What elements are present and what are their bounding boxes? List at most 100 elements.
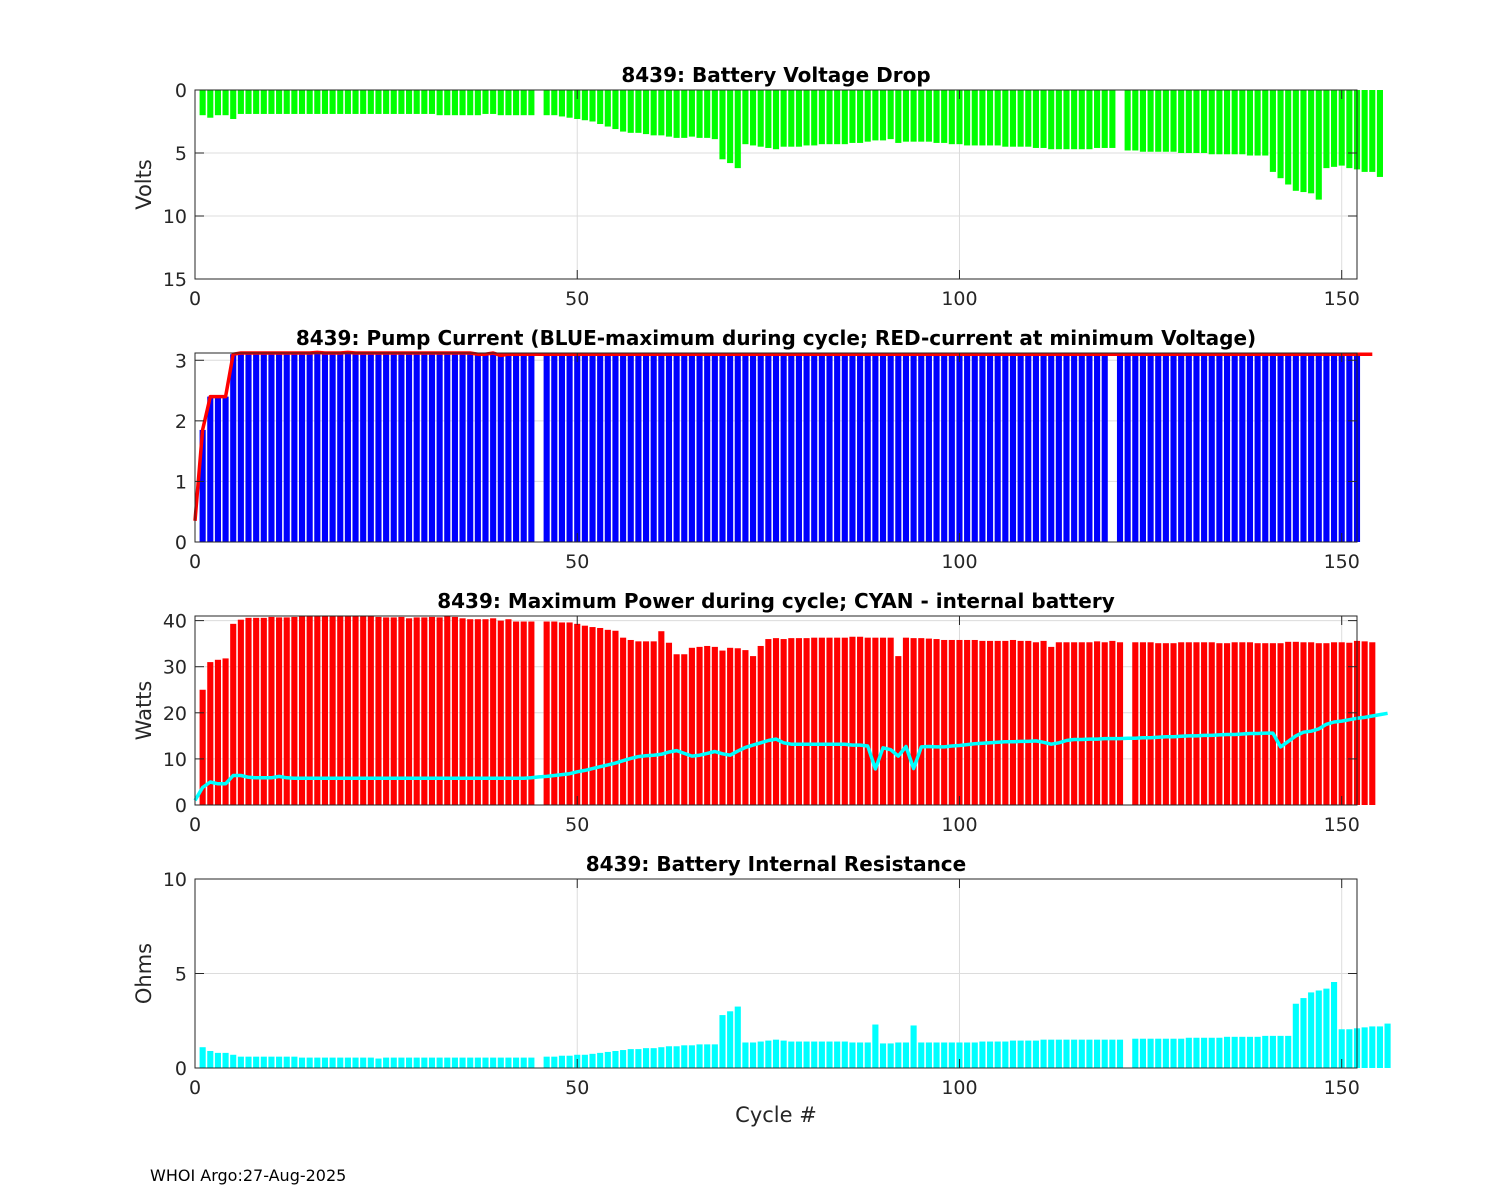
bar: [1338, 1029, 1345, 1068]
bar: [1246, 1036, 1254, 1068]
bar: [428, 353, 436, 542]
bar: [948, 354, 955, 542]
bar: [360, 90, 367, 114]
bar: [1223, 90, 1231, 155]
bar: [1193, 90, 1200, 153]
bar: [1239, 1036, 1246, 1068]
bar: [933, 1042, 940, 1068]
x-tick-label: 50: [565, 1077, 589, 1099]
bar: [986, 1041, 994, 1068]
bar: [1262, 354, 1269, 542]
y-tick-label: 5: [175, 964, 187, 986]
bar: [367, 90, 374, 114]
bar: [1323, 90, 1330, 169]
bar: [398, 353, 405, 542]
bar: [1162, 90, 1169, 152]
bar: [375, 90, 382, 114]
bar: [918, 638, 925, 805]
bar: [597, 1052, 604, 1068]
y-tick-label: 0: [175, 795, 187, 817]
bar: [276, 617, 283, 805]
bar: [199, 90, 206, 116]
bar: [604, 1051, 611, 1068]
bar: [1216, 90, 1223, 155]
bar: [1025, 640, 1032, 805]
bar: [719, 1015, 726, 1068]
bar: [513, 1057, 520, 1068]
bar: [1338, 642, 1345, 805]
bar: [719, 650, 726, 805]
bar: [994, 640, 1001, 805]
bar: [1139, 642, 1147, 805]
bar: [1017, 90, 1024, 147]
bar: [734, 354, 741, 542]
bar: [459, 90, 466, 116]
bar: [306, 1057, 313, 1068]
bar: [367, 1057, 374, 1068]
bar: [245, 1056, 252, 1068]
bar: [1017, 354, 1024, 542]
bar: [681, 654, 688, 805]
bar: [344, 90, 351, 114]
bar: [841, 90, 848, 145]
bar: [1369, 90, 1376, 172]
bar: [1155, 643, 1162, 805]
bar: [1277, 1035, 1284, 1068]
bar: [329, 616, 336, 805]
bar: [1009, 90, 1017, 147]
bar: [956, 639, 963, 805]
bar: [444, 90, 451, 116]
bar: [1071, 642, 1078, 805]
bar: [1147, 354, 1154, 542]
bar: [704, 1044, 711, 1068]
bar: [306, 90, 313, 114]
bar: [352, 90, 359, 114]
y-tick-label: 10: [163, 206, 187, 228]
bar: [344, 1057, 351, 1068]
bar: [551, 353, 558, 542]
bar: [765, 1040, 772, 1068]
bar: [383, 90, 390, 114]
bar: [1277, 90, 1284, 179]
bar: [597, 353, 604, 542]
bar: [1048, 1039, 1055, 1068]
bar: [841, 354, 848, 542]
bar: [971, 354, 978, 542]
bar: [849, 636, 856, 805]
bar: [918, 1042, 925, 1068]
bar: [696, 1044, 703, 1068]
bar: [474, 619, 481, 805]
bar: [589, 1053, 596, 1068]
bar: [260, 617, 267, 805]
bar: [543, 1056, 550, 1068]
bar: [727, 1011, 734, 1068]
bar: [1170, 1038, 1177, 1068]
bar: [413, 90, 420, 114]
chart-title: 8439: Pump Current (BLUE-maximum during …: [296, 326, 1256, 350]
bar: [1002, 90, 1009, 147]
bar: [1078, 1039, 1085, 1068]
bar: [551, 90, 558, 116]
bar: [757, 90, 764, 147]
bar: [1201, 1037, 1208, 1068]
bar: [795, 354, 802, 542]
x-tick-label: 50: [565, 551, 589, 573]
bar: [895, 90, 902, 143]
bar: [681, 353, 688, 542]
bar: [864, 354, 871, 542]
bar: [788, 90, 795, 147]
bar: [941, 1042, 948, 1068]
bar: [941, 639, 948, 805]
bar: [635, 1049, 642, 1068]
bar: [558, 622, 566, 805]
bar: [1132, 90, 1139, 151]
bar: [321, 90, 329, 114]
bar: [1017, 1040, 1024, 1068]
bar: [1147, 90, 1154, 152]
bar: [1078, 90, 1085, 150]
bar: [811, 354, 818, 542]
bar: [581, 625, 588, 805]
chart-title: 8439: Battery Voltage Drop: [621, 63, 930, 87]
bar: [1193, 642, 1200, 805]
bar: [704, 353, 711, 542]
